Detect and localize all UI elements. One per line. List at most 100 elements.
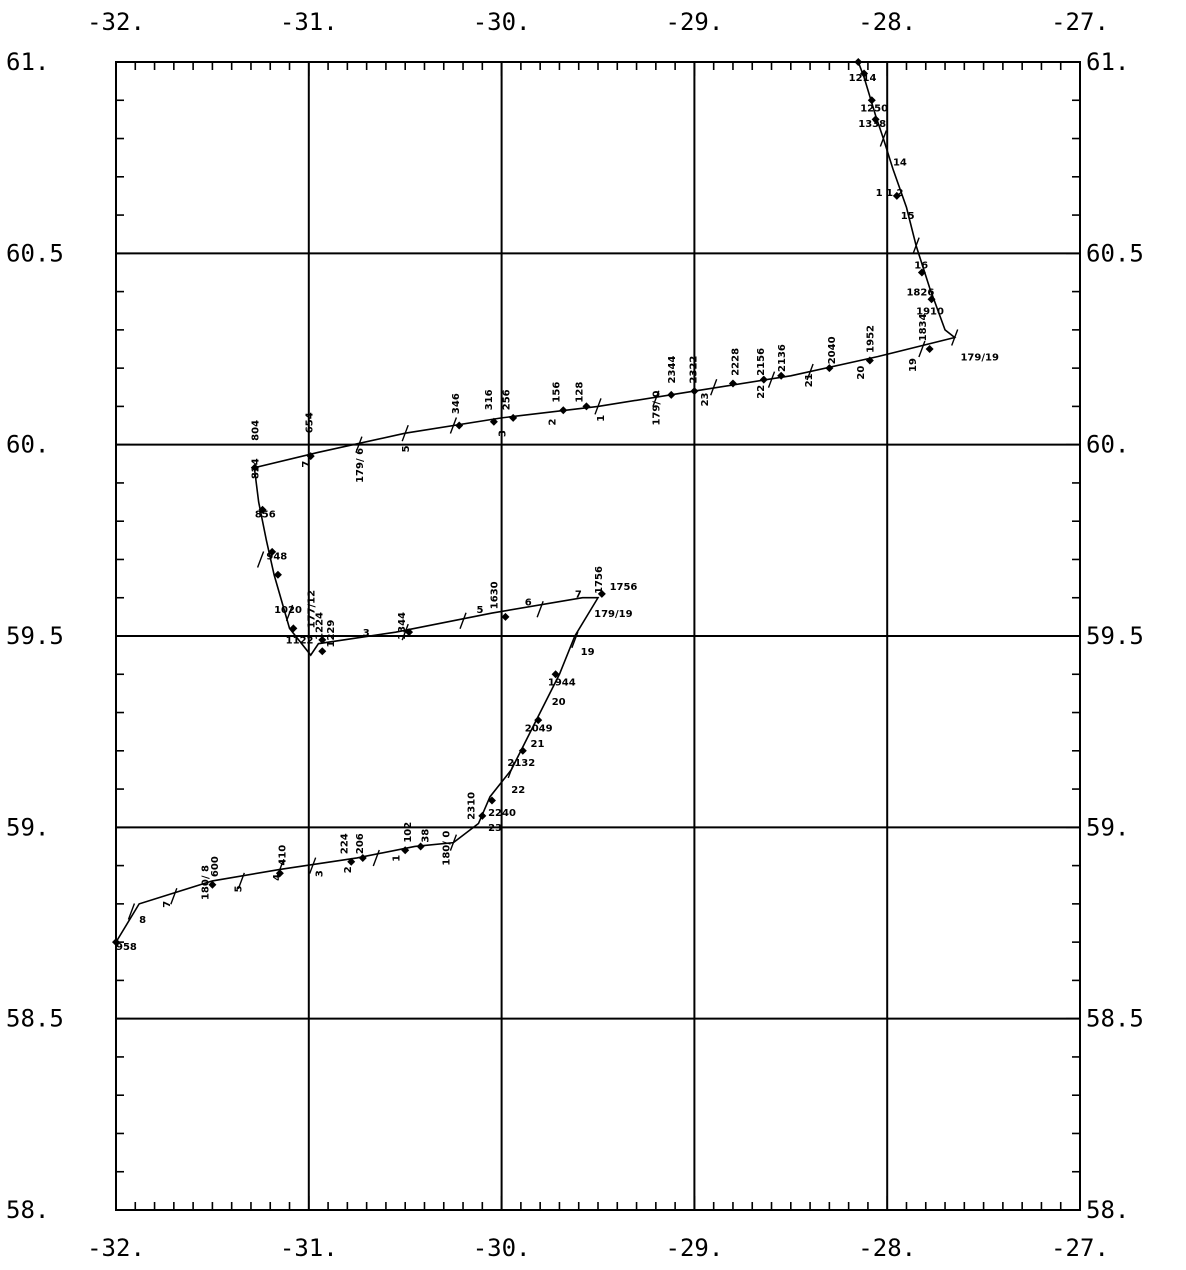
hour-tick: [170, 887, 178, 905]
station-marker: [867, 96, 876, 105]
y-tick-label-right: 59.5: [1086, 622, 1144, 650]
station-marker: [318, 647, 327, 656]
station-marker: [112, 938, 120, 947]
station-marker: [559, 406, 568, 415]
y-tick-label-right: 59.: [1086, 813, 1129, 841]
hour-tick: [449, 834, 458, 851]
track-annotation: 1229: [326, 620, 337, 648]
station-marker: [273, 570, 282, 579]
track-annotation: 1944: [548, 678, 576, 689]
station-marker: [487, 796, 496, 805]
x-tick-label-bottom: -28.: [858, 1234, 916, 1262]
track-annotation: 179/ 0: [652, 391, 663, 426]
y-tick-label-right: 60.: [1086, 431, 1129, 459]
track-annotation: 1344: [397, 612, 408, 640]
station-marker: [667, 390, 676, 399]
track-annotation: 7: [575, 590, 582, 601]
track-annotation: 2310: [467, 792, 478, 820]
track-annotation: 2: [343, 866, 354, 873]
track-annotation: 179/19: [960, 352, 998, 363]
track-annotation: 19: [581, 647, 595, 658]
track-annotation: 2228: [731, 348, 742, 376]
track-annotation: 177/12: [307, 590, 318, 628]
station-marker: [509, 413, 518, 422]
station-marker: [597, 589, 606, 598]
hour-tick: [285, 604, 294, 622]
station-marker: [690, 387, 699, 396]
y-tick-label-left: 60.: [6, 431, 49, 459]
track-annotation: 1756: [594, 566, 605, 594]
track-annotation: 180/ 0: [442, 831, 453, 866]
track-annotation: 8: [139, 915, 146, 926]
hour-tick: [879, 130, 887, 147]
track-annotation: 316: [484, 389, 495, 410]
station-marker: [358, 853, 367, 862]
track-annotation: 2322: [688, 356, 699, 384]
track-annotation: 1122: [286, 636, 314, 647]
station-marker: [455, 421, 464, 430]
station-marker: [825, 364, 834, 373]
station-marker: [865, 356, 874, 365]
station-marker: [208, 880, 217, 889]
x-tick-label-top: -28.: [858, 8, 916, 36]
ship-track: [115, 61, 957, 943]
hour-tick-marks: [127, 130, 959, 920]
track-annotation: 6: [525, 597, 532, 608]
station-marker: [927, 295, 936, 304]
x-tick-label-bottom: -29.: [666, 1234, 724, 1262]
track-annotation: 2049: [525, 724, 553, 735]
hour-tick: [710, 379, 718, 396]
track-annotation: 1: [391, 855, 402, 862]
station-marker: [268, 547, 277, 556]
x-tick-label-bottom: -32.: [87, 1234, 145, 1262]
track-annotation: 1910: [916, 307, 944, 318]
track-annotation: 804: [251, 420, 262, 441]
y-tick-label-left: 61.: [6, 48, 49, 76]
hour-tick: [507, 761, 515, 779]
track-annotation: 346: [451, 393, 462, 414]
track-annotation: 1 1 2: [876, 188, 904, 199]
track-annotation: 19: [908, 358, 919, 372]
station-marker: [347, 857, 356, 866]
y-tick-label-left: 60.5: [6, 239, 64, 267]
hour-tick: [652, 390, 660, 407]
track-annotation: 1630: [490, 581, 501, 609]
track-annotation: 20: [552, 697, 566, 708]
hour-tick: [401, 424, 409, 442]
track-annotation: 22: [756, 385, 767, 399]
hour-tick: [256, 551, 265, 568]
station-marker: [534, 716, 543, 725]
station-marker: [306, 452, 315, 461]
x-tick-label-top: -27.: [1051, 8, 1109, 36]
x-axis-labels: -32. -32. -31. -31. -30. -30. -29. -29. -28. -28.…: [87, 8, 1109, 1262]
x-tick-label-top: -30.: [473, 8, 531, 36]
track-annotation: 2344: [667, 356, 678, 384]
station-marker: [489, 417, 498, 426]
track-annotation: 2040: [827, 336, 838, 364]
track-annotation: 22: [511, 785, 525, 796]
track-annotation: 1826: [906, 287, 934, 298]
track-annotation: 21: [531, 739, 545, 750]
station-marker: [275, 869, 284, 878]
station-marker: [401, 846, 410, 855]
y-tick-label-left: 58.5: [6, 1005, 64, 1033]
track-annotation: 3: [497, 430, 508, 437]
track-annotation: 206: [355, 833, 366, 854]
track-annotation: 1250: [860, 104, 888, 115]
track-annotation: 600: [210, 856, 221, 877]
track-annotation: 128: [575, 382, 586, 403]
track-annotation: 7: [301, 461, 312, 468]
station-marker: [854, 58, 863, 66]
station-marker: [892, 191, 901, 200]
hour-tick: [309, 857, 317, 874]
track-annotation: 1952: [866, 325, 877, 353]
track-annotation: 179/ 6: [355, 448, 366, 483]
station-marker: [860, 69, 869, 78]
track-annotation: 180/ 8: [201, 865, 212, 900]
track-annotation: 256: [501, 389, 512, 410]
y-axis-labels: 61. 61.60.5 60.560. 60.59.5 59.559. 59.58.5 58…: [6, 48, 1144, 1224]
track-annotation: 16: [914, 261, 928, 272]
hour-tick: [918, 340, 926, 358]
station-marker: [759, 375, 768, 384]
y-tick-label-left: 58.: [6, 1196, 49, 1224]
